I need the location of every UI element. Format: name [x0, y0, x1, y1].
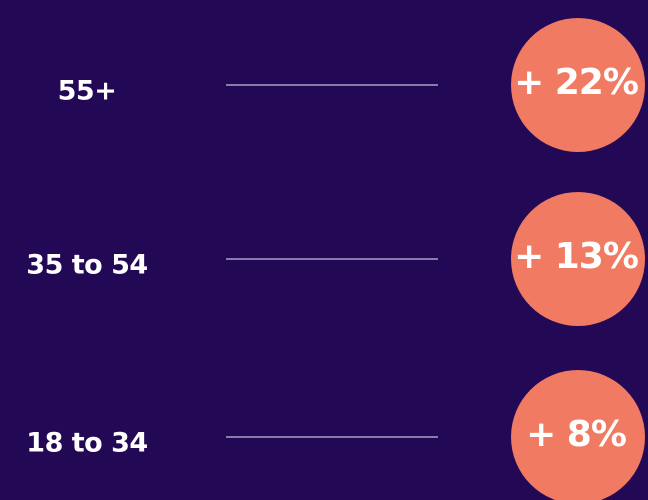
age-label: 55+: [58, 76, 117, 107]
value-circle: [511, 192, 645, 326]
value-text: + 8%: [526, 414, 626, 455]
age-label: 18 to 34: [26, 428, 147, 459]
value-circle: [511, 370, 645, 500]
value-circle: [511, 18, 645, 152]
value-text: + 13%: [514, 236, 638, 277]
age-label: 35 to 54: [26, 250, 147, 281]
value-text: + 22%: [514, 62, 638, 103]
